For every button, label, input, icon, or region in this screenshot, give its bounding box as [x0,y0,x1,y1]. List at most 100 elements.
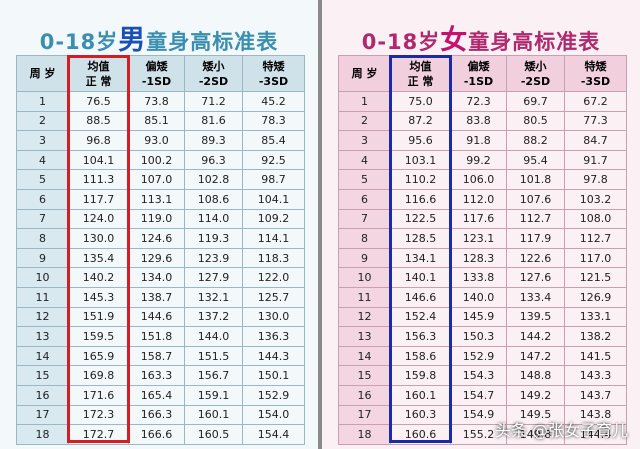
cell: 18 [338,424,391,445]
cell: 107.6 [506,188,565,210]
cell: 3 [16,130,69,151]
cell: 18 [16,424,69,445]
cell: 160.5 [184,424,243,445]
cell: 109.2 [242,208,305,230]
row: 4 104.1 100.2 96.3 92.5 [16,149,305,171]
cell: 78.3 [242,110,305,132]
cell: 110.2 [390,169,451,190]
cell: 93.0 [128,130,185,151]
cell: 91.7 [564,149,627,171]
row: 10 140.1 133.8 127.6 121.5 [338,267,627,288]
header-cell: 特矮 -3SD [242,55,305,92]
cell: 154.7 [450,384,507,406]
cell: 127.9 [184,267,243,288]
cell: 152.9 [450,345,507,367]
header-line: 均值 [87,59,110,73]
title-key: 女 [440,25,469,56]
table: 周 岁均值正 常偏矮 -1SD 矮小 -2SD 特矮 -3SD 1 75.0 72.3 69.7 6… [338,55,627,445]
row: 3 96.8 93.0 89.3 85.4 [16,130,305,151]
cell: 118.3 [242,247,305,269]
cell: 98.7 [242,169,305,190]
cell: 83.8 [450,110,507,132]
cell: 117.9 [506,228,565,249]
header-line: -3SD [580,74,611,88]
cell: 117.6 [450,208,507,230]
cell: 158.7 [128,345,185,367]
cell: 124.6 [128,228,185,249]
cell: 108.6 [184,188,243,210]
header-line: -1SD [141,74,172,88]
header-cell: 周 岁 [16,55,69,92]
cell: 2 [16,110,69,132]
row: 18 160.6 155.2 149.8 144.4 [338,424,627,445]
cell: 100.2 [128,149,185,171]
cell: 12 [338,306,391,328]
header-line: 特矮 [262,59,285,73]
header-cell: 均值正 常 [390,55,451,92]
cell: 140.2 [68,267,129,288]
header-cell: 矮小 -2SD [506,55,565,92]
cell: 8 [16,228,69,249]
table: 周 岁均值正 常偏矮 -1SD 矮小 -2SD 特矮 -3SD 1 76.5 73.8 71.2 4… [16,55,305,445]
row: 14 165.9 158.7 151.5 144.3 [16,345,305,367]
row: 14 158.6 152.9 147.2 141.5 [338,345,627,367]
header-cell: 周 岁 [338,55,391,92]
cell: 103.2 [564,188,627,210]
cell: 13 [338,326,391,347]
cell: 7 [16,208,69,230]
cell: 145.3 [68,286,129,308]
row: 18 172.7 166.6 160.5 154.4 [16,424,305,445]
row: 5 110.2 106.0 101.8 97.8 [338,169,627,190]
row: 16 171.6 165.4 159.1 152.9 [16,384,305,406]
header-line: 矮小 [524,59,547,73]
cell: 150.1 [242,365,305,386]
header-line: 正 常 [407,74,434,88]
header-line: 周 岁 [29,67,56,80]
cell: 99.2 [450,149,507,171]
cell: 122.0 [242,267,305,288]
header-cell: 特矮 -3SD [564,55,627,92]
cell: 81.6 [184,110,243,132]
panel: 0-18岁男童身高标准表周 岁均值正 常偏矮 -1SD 矮小 -2SD 特矮 -3SD 1 7… [0,0,318,449]
cell: 149.2 [506,384,565,406]
cell: 5 [16,169,69,190]
cell: 11 [338,286,391,308]
cell: 102.8 [184,169,243,190]
cell: 124.0 [68,208,129,230]
row: 11 145.3 138.7 132.1 125.7 [16,286,305,308]
cell: 152.9 [242,384,305,406]
row: 2 88.5 85.1 81.6 78.3 [16,110,305,132]
row: 17 172.3 166.3 160.1 154.0 [16,404,305,426]
cell: 45.2 [242,91,305,112]
cell: 17 [16,404,69,426]
row: 8 128.5 123.1 117.9 112.7 [338,228,627,249]
cell: 144.0 [184,326,243,347]
row: 12 152.4 145.9 139.5 133.1 [338,306,627,328]
cell: 143.7 [564,384,627,406]
cell: 75.0 [390,91,451,112]
title: 0-18岁女童身高标准表 [322,18,640,57]
header-line: 偏矮 [145,59,168,73]
header-line: -2SD [198,74,229,88]
header-line: -1SD [463,74,494,88]
cell: 67.2 [564,91,627,112]
cell: 80.5 [506,110,565,132]
cell: 106.0 [450,169,507,190]
row: 9 134.1 128.3 122.6 117.0 [338,247,627,269]
cell: 4 [338,149,391,171]
title-suffix: 童身高标准表 [146,30,279,54]
row: 7 122.5 117.6 112.7 108.0 [338,208,627,230]
cell: 141.5 [564,345,627,367]
cell: 165.4 [128,384,185,406]
title-prefix: 0-18岁 [361,30,441,54]
cell: 14 [338,345,391,367]
cell: 163.3 [128,365,185,386]
row: 9 135.4 129.6 123.9 118.3 [16,247,305,269]
row: 7 124.0 119.0 114.0 109.2 [16,208,305,230]
cell: 134.0 [128,267,185,288]
cell: 13 [16,326,69,347]
row: 3 95.6 91.8 88.2 84.7 [338,130,627,151]
cell: 72.3 [450,91,507,112]
cell: 154.3 [450,365,507,386]
cell: 143.3 [564,365,627,386]
